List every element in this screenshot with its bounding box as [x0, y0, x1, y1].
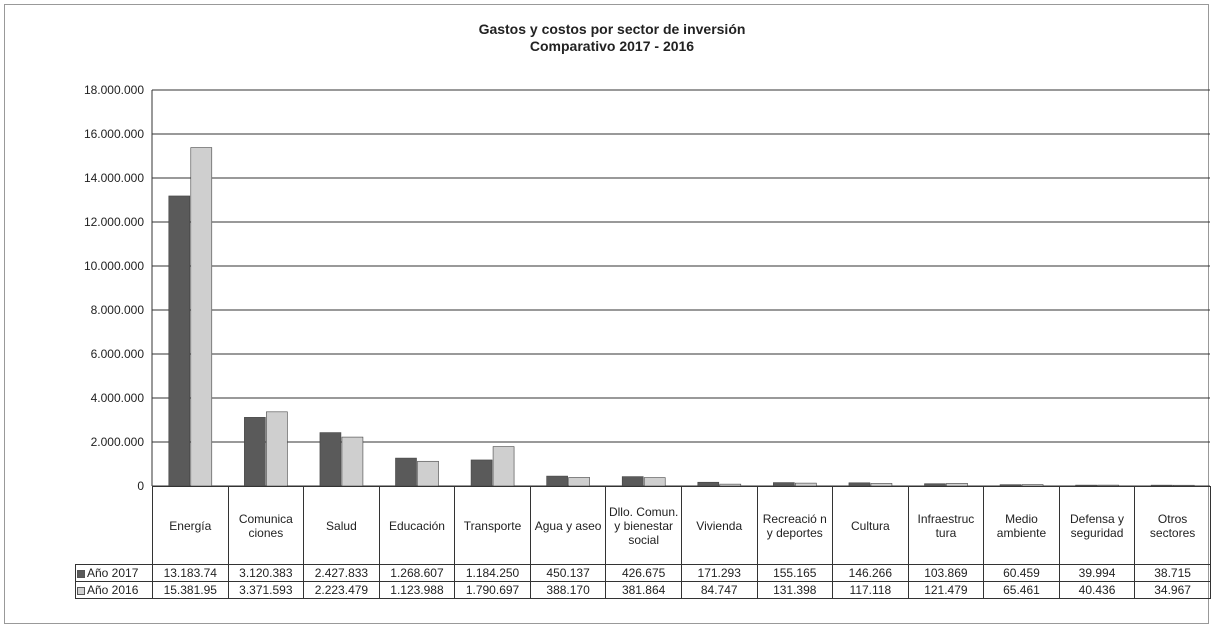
bar [395, 457, 417, 487]
value-label: 121.479 [907, 581, 985, 599]
value-label: 1.268.607 [378, 564, 456, 582]
category-label: Salud [303, 486, 380, 565]
chart-frame [4, 4, 1209, 624]
y-tick-label: 8.000.000 [91, 303, 145, 317]
category-label: Cultura [832, 486, 909, 565]
y-tick-label: 12.000.000 [84, 215, 144, 229]
value-label: 65.461 [983, 581, 1060, 599]
legend-label: Año 2017 [87, 566, 139, 580]
category-label: Vivienda [680, 486, 758, 565]
value-label: 450.137 [529, 564, 607, 582]
value-label: 2.223.479 [303, 581, 380, 599]
category-label: Transporte [454, 486, 531, 565]
chart-subtitle: Comparativo 2017 - 2016 [530, 38, 694, 54]
header-row: Energía Comunica ciones Salud Educación Tran… [75, 486, 1211, 565]
bar [621, 476, 644, 487]
value-label: 426.675 [605, 564, 682, 582]
bar [1172, 484, 1195, 487]
series-row: Año 2017 13.183.74 3.120.383 2.427.833 1.268… [75, 564, 1211, 582]
bar [643, 477, 666, 487]
value-label: 39.994 [1058, 564, 1136, 582]
bar [946, 483, 968, 487]
value-label: 60.459 [983, 564, 1060, 582]
legend-entry: Año 2016 [75, 581, 153, 599]
bar [341, 436, 364, 487]
bar [168, 195, 191, 487]
value-label: 3.371.593 [227, 581, 305, 599]
value-label: 38.715 [1134, 564, 1211, 582]
category-label: Medio ambiente [983, 486, 1060, 565]
bar [190, 147, 213, 487]
value-label: 1.184.250 [454, 564, 531, 582]
bar [848, 482, 871, 487]
bar [870, 483, 893, 487]
bar [999, 484, 1022, 487]
category-label: Energía [152, 486, 229, 565]
category-label: Dllo. Comun. y bienestar social [605, 486, 682, 565]
bar [470, 459, 493, 487]
value-label: 131.398 [756, 581, 834, 599]
category-label: Otros sectores [1134, 486, 1211, 565]
bar [319, 432, 342, 487]
value-label: 171.293 [680, 564, 758, 582]
bar [924, 483, 946, 487]
category-label: Comunica ciones [227, 486, 305, 565]
value-label: 103.869 [907, 564, 985, 582]
y-tick-label: 14.000.000 [84, 171, 144, 185]
bar [266, 411, 288, 487]
value-label: 146.266 [832, 564, 909, 582]
y-tick-label: 2.000.000 [91, 435, 145, 449]
bar [1075, 484, 1097, 487]
category-label: Recreació n y deportes [756, 486, 834, 565]
bar [773, 482, 795, 487]
bar [1021, 484, 1044, 487]
y-tick-label: 16.000.000 [84, 127, 144, 141]
value-label: 1.123.988 [378, 581, 456, 599]
blank-cell [75, 486, 153, 565]
value-label: 84.747 [680, 581, 758, 599]
value-label: 155.165 [756, 564, 834, 582]
bar [546, 475, 568, 487]
value-label: 3.120.383 [227, 564, 305, 582]
value-label: 15.381.95 [152, 581, 229, 599]
legend-label: Año 2016 [87, 583, 139, 597]
y-tick-label: 6.000.000 [91, 347, 145, 361]
bar [417, 460, 439, 487]
legend-swatch [77, 569, 85, 578]
legend-swatch [77, 586, 85, 595]
data-table: Energía Comunica ciones Salud Educación Tran… [75, 486, 1211, 599]
value-label: 1.790.697 [454, 581, 531, 599]
bar [244, 417, 266, 487]
value-label: 117.118 [832, 581, 909, 599]
series-row: Año 2016 15.381.95 3.371.593 2.223.479 1.123… [75, 581, 1211, 599]
chart-title: Gastos y costos por sector de inversión [479, 21, 746, 37]
bar [719, 483, 742, 487]
category-label: Educación [378, 486, 456, 565]
y-tick-label: 10.000.000 [84, 259, 144, 273]
value-label: 13.183.74 [152, 564, 229, 582]
y-tick-label: 4.000.000 [91, 391, 145, 405]
category-label: Infraestruc tura [907, 486, 985, 565]
value-label: 2.427.833 [303, 564, 380, 582]
value-label: 388.170 [529, 581, 607, 599]
value-label: 34.967 [1134, 581, 1211, 599]
bar [492, 446, 515, 487]
value-label: 381.864 [605, 581, 682, 599]
legend-entry: Año 2017 [75, 564, 153, 582]
y-tick-label: 0 [137, 479, 144, 493]
bar [568, 477, 590, 487]
y-tick-label: 18.000.000 [84, 83, 144, 97]
category-label: Defensa y seguridad [1058, 486, 1136, 565]
category-label: Agua y aseo [529, 486, 607, 565]
value-label: 40.436 [1058, 581, 1136, 599]
